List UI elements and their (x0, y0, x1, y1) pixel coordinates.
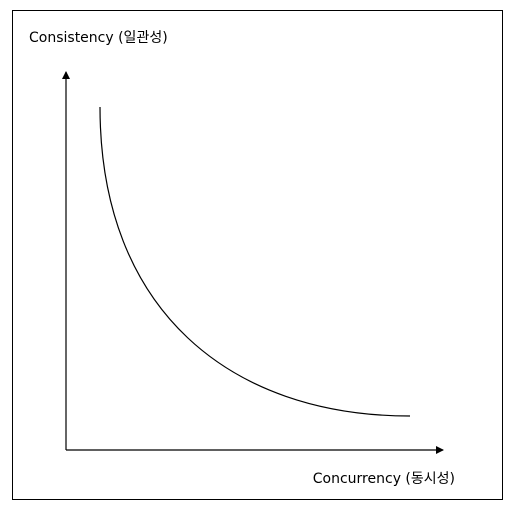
tradeoff-curve (99, 106, 411, 417)
x-axis-label: Concurrency (동시성) (312, 471, 455, 487)
y-axis-label: Consistency (일관성) (29, 30, 168, 46)
diagram-frame (12, 10, 503, 500)
